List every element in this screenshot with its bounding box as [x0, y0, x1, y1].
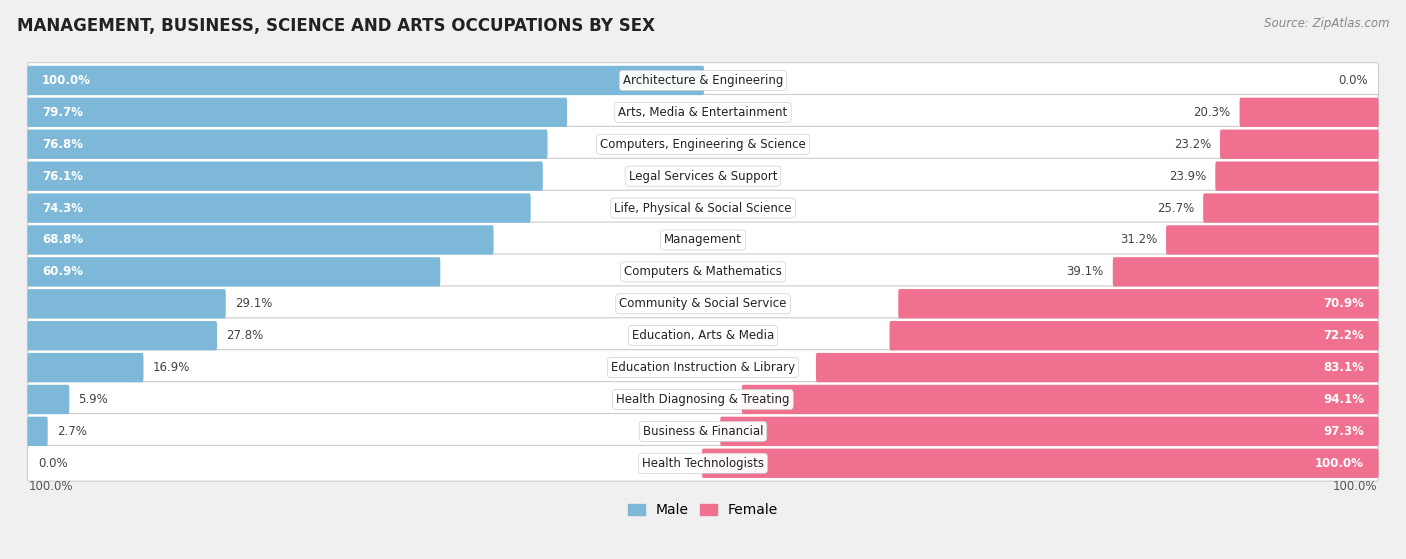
Text: 94.1%: 94.1%	[1323, 393, 1364, 406]
FancyBboxPatch shape	[28, 318, 1378, 353]
Text: 83.1%: 83.1%	[1323, 361, 1364, 374]
Text: Education Instruction & Library: Education Instruction & Library	[612, 361, 794, 374]
Text: 16.9%: 16.9%	[153, 361, 190, 374]
Legend: Male, Female: Male, Female	[623, 498, 783, 523]
FancyBboxPatch shape	[28, 66, 704, 95]
Text: Management: Management	[664, 234, 742, 247]
FancyBboxPatch shape	[28, 416, 48, 446]
Text: 100.0%: 100.0%	[28, 480, 73, 492]
FancyBboxPatch shape	[28, 353, 143, 382]
FancyBboxPatch shape	[28, 286, 1378, 321]
FancyBboxPatch shape	[702, 449, 1378, 478]
Text: 97.3%: 97.3%	[1323, 425, 1364, 438]
FancyBboxPatch shape	[720, 416, 1378, 446]
FancyBboxPatch shape	[28, 162, 543, 191]
FancyBboxPatch shape	[28, 350, 1378, 386]
Text: 23.2%: 23.2%	[1174, 138, 1211, 151]
FancyBboxPatch shape	[28, 254, 1378, 290]
FancyBboxPatch shape	[898, 289, 1378, 319]
Text: Community & Social Service: Community & Social Service	[619, 297, 787, 310]
Text: 60.9%: 60.9%	[42, 266, 83, 278]
FancyBboxPatch shape	[28, 382, 1378, 418]
Text: Health Technologists: Health Technologists	[643, 457, 763, 470]
Text: 39.1%: 39.1%	[1066, 266, 1104, 278]
FancyBboxPatch shape	[28, 98, 567, 127]
Text: 68.8%: 68.8%	[42, 234, 83, 247]
FancyBboxPatch shape	[1166, 225, 1378, 255]
Text: Health Diagnosing & Treating: Health Diagnosing & Treating	[616, 393, 790, 406]
FancyBboxPatch shape	[815, 353, 1378, 382]
Text: Legal Services & Support: Legal Services & Support	[628, 169, 778, 183]
FancyBboxPatch shape	[28, 321, 217, 350]
FancyBboxPatch shape	[28, 385, 69, 414]
FancyBboxPatch shape	[28, 222, 1378, 258]
Text: Architecture & Engineering: Architecture & Engineering	[623, 74, 783, 87]
FancyBboxPatch shape	[28, 193, 530, 222]
Text: Education, Arts & Media: Education, Arts & Media	[631, 329, 775, 342]
FancyBboxPatch shape	[1112, 257, 1378, 287]
Text: 79.7%: 79.7%	[42, 106, 83, 119]
Text: 72.2%: 72.2%	[1323, 329, 1364, 342]
Text: 76.1%: 76.1%	[42, 169, 83, 183]
FancyBboxPatch shape	[28, 414, 1378, 449]
Text: 0.0%: 0.0%	[38, 457, 69, 470]
FancyBboxPatch shape	[742, 385, 1378, 414]
Text: 27.8%: 27.8%	[226, 329, 263, 342]
Text: 25.7%: 25.7%	[1157, 202, 1194, 215]
FancyBboxPatch shape	[28, 94, 1378, 130]
FancyBboxPatch shape	[28, 158, 1378, 194]
FancyBboxPatch shape	[1240, 98, 1378, 127]
FancyBboxPatch shape	[28, 63, 1378, 98]
FancyBboxPatch shape	[890, 321, 1378, 350]
Text: Computers, Engineering & Science: Computers, Engineering & Science	[600, 138, 806, 151]
FancyBboxPatch shape	[28, 446, 1378, 481]
FancyBboxPatch shape	[28, 225, 494, 255]
Text: Computers & Mathematics: Computers & Mathematics	[624, 266, 782, 278]
Text: 74.3%: 74.3%	[42, 202, 83, 215]
FancyBboxPatch shape	[28, 289, 226, 319]
Text: 5.9%: 5.9%	[79, 393, 108, 406]
Text: Business & Financial: Business & Financial	[643, 425, 763, 438]
FancyBboxPatch shape	[1215, 162, 1378, 191]
Text: 23.9%: 23.9%	[1168, 169, 1206, 183]
Text: 29.1%: 29.1%	[235, 297, 273, 310]
FancyBboxPatch shape	[28, 257, 440, 287]
FancyBboxPatch shape	[28, 190, 1378, 226]
Text: 70.9%: 70.9%	[1323, 297, 1364, 310]
Text: 0.0%: 0.0%	[1337, 74, 1368, 87]
Text: 76.8%: 76.8%	[42, 138, 83, 151]
Text: Arts, Media & Entertainment: Arts, Media & Entertainment	[619, 106, 787, 119]
Text: MANAGEMENT, BUSINESS, SCIENCE AND ARTS OCCUPATIONS BY SEX: MANAGEMENT, BUSINESS, SCIENCE AND ARTS O…	[17, 17, 655, 35]
FancyBboxPatch shape	[1220, 130, 1378, 159]
FancyBboxPatch shape	[28, 130, 547, 159]
Text: 20.3%: 20.3%	[1194, 106, 1230, 119]
FancyBboxPatch shape	[28, 126, 1378, 162]
Text: 100.0%: 100.0%	[1333, 480, 1378, 492]
FancyBboxPatch shape	[1204, 193, 1378, 222]
Text: 2.7%: 2.7%	[56, 425, 87, 438]
Text: 100.0%: 100.0%	[1315, 457, 1364, 470]
Text: Life, Physical & Social Science: Life, Physical & Social Science	[614, 202, 792, 215]
Text: 100.0%: 100.0%	[42, 74, 91, 87]
Text: Source: ZipAtlas.com: Source: ZipAtlas.com	[1264, 17, 1389, 30]
Text: 31.2%: 31.2%	[1119, 234, 1157, 247]
